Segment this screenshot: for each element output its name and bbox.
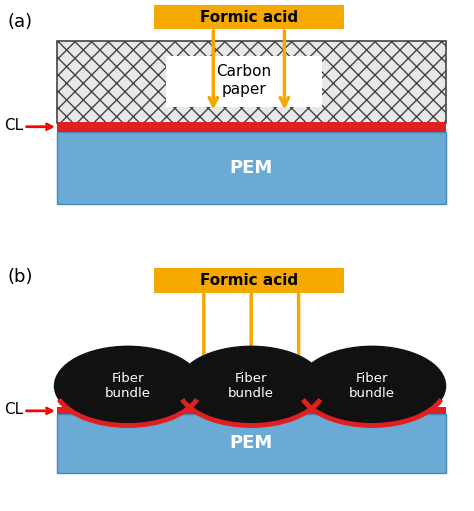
Bar — [57, 41, 446, 123]
Text: (b): (b) — [7, 268, 33, 286]
Circle shape — [55, 346, 201, 426]
Text: CL: CL — [4, 118, 23, 133]
Circle shape — [299, 346, 446, 426]
FancyBboxPatch shape — [154, 268, 344, 292]
Text: Formic acid: Formic acid — [200, 10, 298, 25]
Text: PEM: PEM — [229, 434, 273, 452]
Text: Fiber
bundle: Fiber bundle — [105, 372, 151, 400]
Bar — [57, 131, 446, 204]
Text: CL: CL — [4, 402, 23, 417]
Text: Carbon
paper: Carbon paper — [217, 64, 272, 97]
Bar — [57, 122, 446, 131]
FancyBboxPatch shape — [154, 5, 344, 29]
Text: Fiber
bundle: Fiber bundle — [228, 372, 274, 400]
Text: Formic acid: Formic acid — [200, 273, 298, 288]
Text: (a): (a) — [7, 13, 32, 31]
FancyBboxPatch shape — [166, 56, 322, 107]
Bar — [57, 407, 446, 414]
Bar — [57, 414, 446, 473]
Text: PEM: PEM — [229, 159, 273, 177]
Text: Fiber
bundle: Fiber bundle — [349, 372, 395, 400]
Circle shape — [178, 346, 325, 426]
